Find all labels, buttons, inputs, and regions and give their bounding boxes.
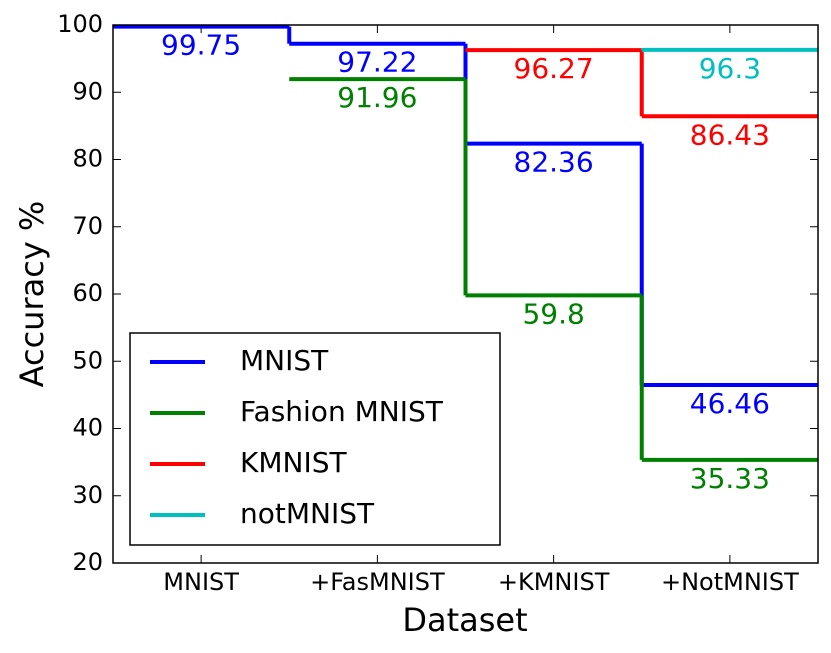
legend-label: KMNIST bbox=[240, 446, 347, 479]
value-label: 35.33 bbox=[690, 462, 770, 495]
x-tick-label: +NotMNIST bbox=[661, 568, 799, 596]
y-tick-label: 40 bbox=[72, 414, 103, 442]
legend-label: Fashion MNIST bbox=[240, 395, 444, 428]
x-axis-label: Dataset bbox=[402, 601, 527, 639]
y-tick-label: 70 bbox=[72, 212, 103, 240]
value-label: 91.96 bbox=[337, 81, 417, 114]
value-label: 97.22 bbox=[337, 46, 417, 79]
value-label: 96.3 bbox=[699, 52, 761, 85]
y-tick-label: 50 bbox=[72, 346, 103, 374]
legend-label: notMNIST bbox=[240, 497, 375, 530]
y-tick-label: 100 bbox=[57, 10, 103, 38]
value-label: 59.8 bbox=[522, 297, 584, 330]
x-tick-label: +FasMNIST bbox=[310, 568, 445, 596]
value-label: 46.46 bbox=[690, 387, 770, 420]
y-axis-label: Accuracy % bbox=[13, 201, 51, 388]
value-label: 96.27 bbox=[514, 52, 594, 85]
y-tick-label: 90 bbox=[72, 77, 103, 105]
legend-box bbox=[129, 332, 501, 546]
y-tick-label: 60 bbox=[72, 279, 103, 307]
x-tick-label: +KMNIST bbox=[498, 568, 610, 596]
y-tick-label: 20 bbox=[72, 548, 103, 576]
value-label: 86.43 bbox=[690, 118, 770, 151]
value-label: 82.36 bbox=[514, 146, 594, 179]
y-tick-label: 80 bbox=[72, 145, 103, 173]
legend-label: MNIST bbox=[240, 344, 329, 377]
x-tick-label: MNIST bbox=[163, 568, 239, 596]
y-tick-label: 30 bbox=[72, 481, 103, 509]
plot-frame bbox=[112, 24, 819, 564]
value-label: 99.75 bbox=[161, 29, 241, 62]
